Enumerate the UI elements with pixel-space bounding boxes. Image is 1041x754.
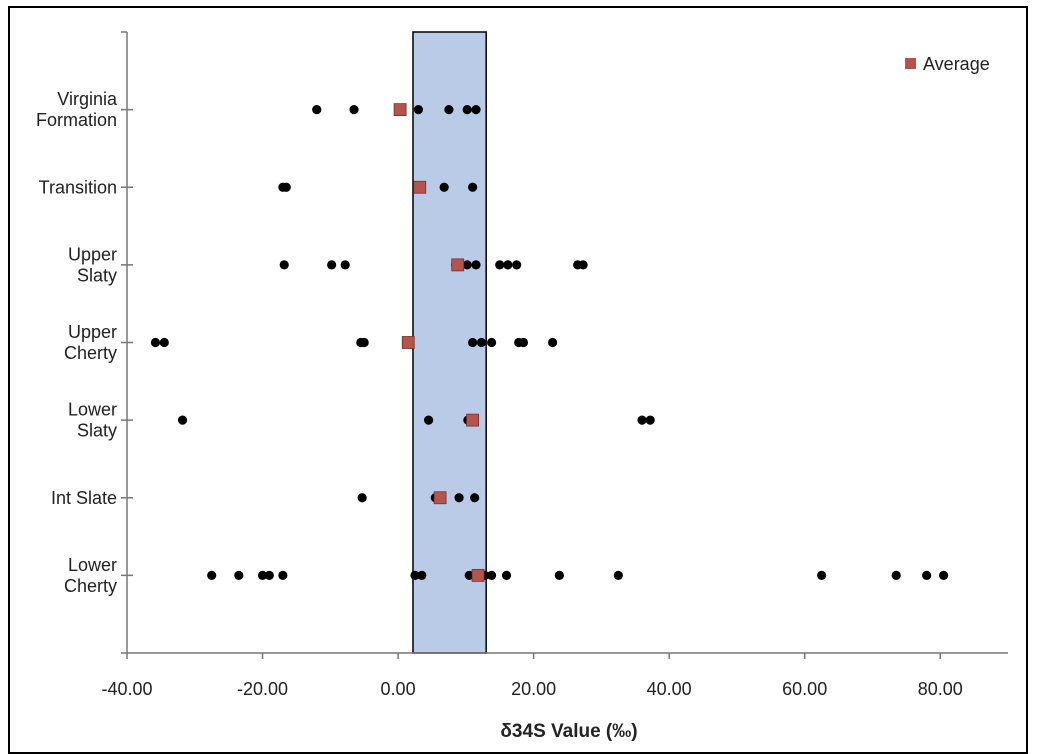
category-label: Upper Cherty: [64, 322, 117, 363]
sample-point: [462, 260, 472, 270]
sample-point: [613, 570, 623, 580]
sample-point: [503, 260, 513, 270]
sample-point: [518, 337, 529, 348]
category-label: Lower Cherty: [64, 555, 117, 596]
sample-point: [922, 570, 932, 580]
average-marker: [466, 413, 480, 427]
x-tick-label: -20.00: [237, 679, 288, 699]
sample-point: [554, 570, 564, 580]
legend-swatch-average: [905, 58, 916, 69]
sample-point: [439, 182, 449, 192]
sample-point: [207, 570, 217, 580]
sample-point: [471, 260, 481, 270]
sample-point: [257, 570, 268, 580]
average-marker: [413, 180, 427, 194]
sample-point: [150, 337, 161, 348]
sample-point: [410, 570, 420, 580]
sample-point: [423, 415, 434, 425]
sample-point: [637, 415, 647, 425]
legend-label-average: Average: [923, 54, 990, 74]
sample-point: [470, 493, 480, 503]
sample-point: [278, 570, 288, 580]
average-marker: [393, 103, 407, 117]
sample-point: [547, 337, 558, 348]
x-tick-label: 0.00: [381, 679, 416, 699]
sample-point: [264, 570, 274, 580]
sample-point: [486, 570, 497, 580]
x-axis-title: δ34S Value (‰): [500, 721, 637, 742]
sample-point: [444, 105, 454, 115]
sample-point: [357, 493, 367, 503]
x-tick-label: 20.00: [511, 679, 556, 699]
sample-point: [279, 260, 289, 270]
sample-point: [340, 260, 350, 270]
x-tick-label: 80.00: [918, 679, 963, 699]
sample-point: [327, 260, 337, 270]
sample-point: [501, 570, 512, 580]
sample-point: [471, 105, 481, 115]
category-label: Virginia Formation: [36, 89, 118, 130]
sample-point: [495, 260, 505, 270]
sample-point: [486, 337, 497, 348]
sample-point: [417, 570, 427, 580]
sample-point: [645, 415, 655, 425]
sample-point: [468, 337, 478, 348]
average-marker: [401, 336, 415, 349]
sample-point: [234, 570, 244, 580]
category-label: Upper Slaty: [68, 244, 117, 285]
x-tick-label: 40.00: [647, 679, 692, 699]
sample-point: [349, 105, 359, 115]
sample-point: [578, 260, 588, 270]
sample-point: [454, 493, 464, 503]
chart-frame: [8, 6, 1028, 754]
sample-point: [177, 415, 188, 425]
sample-point: [891, 570, 901, 580]
sample-point: [817, 570, 827, 580]
sample-point: [512, 260, 522, 270]
sample-point: [359, 337, 369, 348]
sample-point: [476, 337, 487, 348]
category-label: Lower Slaty: [68, 400, 117, 441]
sample-point: [464, 570, 474, 580]
x-tick-label: -40.00: [101, 679, 152, 699]
sample-point: [462, 105, 472, 115]
sample-point: [413, 105, 424, 115]
average-marker: [451, 258, 465, 272]
average-marker: [471, 568, 485, 582]
category-label: Int Slate: [51, 488, 117, 508]
average-marker: [433, 491, 447, 505]
sample-point: [159, 337, 169, 348]
sample-point: [312, 105, 322, 115]
sample-point: [281, 182, 291, 192]
sample-point: [939, 570, 949, 580]
sample-point: [468, 182, 478, 192]
x-tick-label: 60.00: [782, 679, 827, 699]
category-label: Transition: [39, 177, 117, 197]
